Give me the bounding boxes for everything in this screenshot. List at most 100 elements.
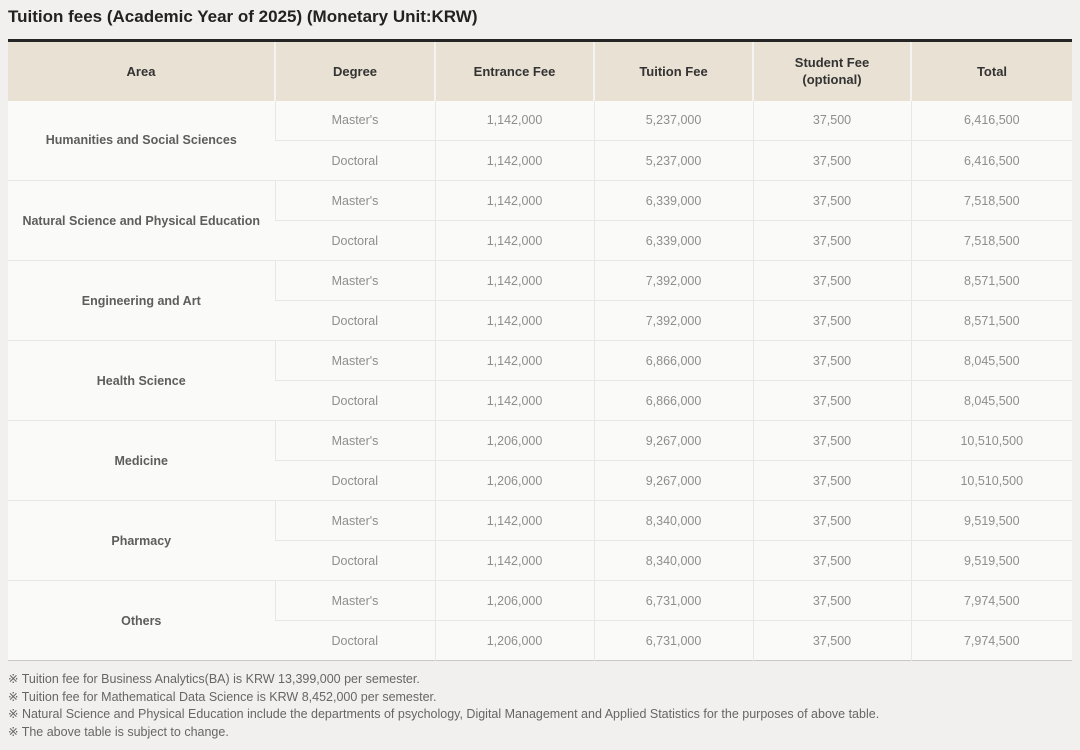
- table-row: Health Science Master's 1,142,000 6,866,000…: [8, 340, 1072, 421]
- entrance-fee-cell: 1,142,000: [434, 180, 594, 221]
- table-row: Natural Science and Physical Education Ma…: [8, 180, 1072, 261]
- degree-cell: Doctoral: [275, 220, 435, 261]
- table-row: Doctoral 1,142,000 6,339,000 37,500 7,518,50…: [8, 220, 1072, 261]
- student-fee-cell: 37,500: [752, 100, 911, 141]
- area-cell: Health Science: [8, 340, 275, 421]
- degree-cell: Doctoral: [275, 460, 435, 501]
- total-cell: 8,045,500: [910, 380, 1072, 421]
- entrance-fee-cell: 1,142,000: [434, 380, 594, 421]
- total-cell: 8,571,500: [910, 300, 1072, 341]
- tuition-fee-cell: 6,339,000: [593, 220, 753, 261]
- tuition-fee-cell: 7,392,000: [593, 300, 753, 341]
- tuition-fee-cell: 5,237,000: [593, 140, 753, 181]
- area-cell: Others: [8, 580, 275, 661]
- degree-cell: Master's: [274, 180, 435, 221]
- tuition-fee-cell: 6,339,000: [593, 180, 753, 221]
- table-body: Humanities and Social Sciences Master's 1,…: [8, 100, 1072, 661]
- student-fee-cell: 37,500: [752, 420, 911, 461]
- degree-cell: Doctoral: [275, 620, 435, 661]
- entrance-fee-cell: 1,206,000: [434, 620, 594, 661]
- column-header-tuition-fee: Tuition Fee: [593, 40, 753, 101]
- degree-cell: Doctoral: [275, 540, 435, 581]
- total-cell: 7,974,500: [910, 620, 1072, 661]
- entrance-fee-cell: 1,142,000: [434, 220, 594, 261]
- total-cell: 9,519,500: [910, 500, 1072, 541]
- tuition-fee-cell: 7,392,000: [593, 260, 753, 301]
- entrance-fee-cell: 1,206,000: [434, 420, 594, 461]
- area-cell: Natural Science and Physical Education: [8, 180, 275, 261]
- student-fee-cell: 37,500: [752, 340, 911, 381]
- tuition-fee-cell: 9,267,000: [593, 420, 753, 461]
- total-cell: 6,416,500: [910, 140, 1072, 181]
- student-fee-cell: 37,500: [752, 260, 911, 301]
- area-cell: Pharmacy: [8, 500, 275, 581]
- entrance-fee-cell: 1,142,000: [434, 540, 594, 581]
- entrance-fee-cell: 1,142,000: [434, 340, 594, 381]
- area-cell: Medicine: [8, 420, 275, 501]
- table-row: Doctoral 1,142,000 5,237,000 37,500 6,416,50…: [8, 140, 1072, 181]
- note-line: ※ Tuition fee for Mathematical Data Scie…: [8, 689, 437, 704]
- header-row: Area Degree Entrance Fee Tuition Fee Stu…: [8, 40, 1072, 101]
- entrance-fee-cell: 1,206,000: [434, 460, 594, 501]
- table-row: Doctoral 1,142,000 6,866,000 37,500 8,045,50…: [8, 380, 1072, 421]
- table-row: Pharmacy Master's 1,142,000 8,340,000 37,500…: [8, 500, 1072, 581]
- table-row: Doctoral 1,142,000 8,340,000 37,500 9,519,50…: [8, 540, 1072, 581]
- entrance-fee-cell: 1,142,000: [434, 300, 594, 341]
- table-row: Doctoral 1,142,000 7,392,000 37,500 8,571,50…: [8, 300, 1072, 341]
- student-fee-cell: 37,500: [752, 180, 911, 221]
- column-header-area: Area: [8, 40, 275, 101]
- note-line: ※ Natural Science and Physical Education…: [8, 707, 880, 721]
- degree-cell: Master's: [274, 260, 435, 301]
- tuition-fee-cell: 8,340,000: [593, 540, 753, 581]
- column-header-entrance-fee: Entrance Fee: [434, 40, 594, 101]
- degree-cell: Doctoral: [275, 300, 435, 341]
- page-title: Tuition fees (Academic Year of 2025) (Mo…: [8, 7, 478, 26]
- entrance-fee-cell: 1,142,000: [434, 100, 594, 141]
- student-fee-cell: 37,500: [752, 380, 911, 421]
- degree-cell: Master's: [274, 500, 435, 541]
- area-cell: Humanities and Social Sciences: [8, 100, 275, 181]
- degree-cell: Master's: [274, 420, 435, 461]
- student-fee-cell: 37,500: [752, 620, 911, 661]
- student-fee-cell: 37,500: [752, 300, 911, 341]
- student-fee-cell: 37,500: [752, 500, 911, 541]
- table-row: Doctoral 1,206,000 6,731,000 37,500 7,974,50…: [8, 620, 1072, 661]
- student-fee-cell: 37,500: [752, 580, 911, 621]
- tuition-fee-cell: 5,237,000: [593, 100, 753, 141]
- total-cell: 8,045,500: [910, 340, 1072, 381]
- total-cell: 9,519,500: [910, 540, 1072, 581]
- tuition-fee-cell: 8,340,000: [593, 500, 753, 541]
- entrance-fee-cell: 1,142,000: [434, 500, 594, 541]
- degree-cell: Doctoral: [275, 380, 435, 421]
- total-cell: 7,974,500: [910, 580, 1072, 621]
- student-fee-cell: 37,500: [752, 540, 911, 581]
- degree-cell: Master's: [274, 100, 435, 141]
- degree-cell: Master's: [274, 340, 435, 381]
- tuition-fee-cell: 6,866,000: [593, 340, 753, 381]
- student-fee-cell: 37,500: [752, 460, 911, 501]
- table-row: Medicine Master's 1,206,000 9,267,000 37,500…: [8, 420, 1072, 501]
- entrance-fee-cell: 1,206,000: [434, 580, 594, 621]
- area-cell: Engineering and Art: [8, 260, 275, 341]
- column-header-degree: Degree: [274, 40, 435, 101]
- degree-cell: Master's: [274, 580, 435, 621]
- notes: ※ Tuition fee for Business Analytics(BA)…: [8, 671, 1072, 741]
- tuition-fee-cell: 6,866,000: [593, 380, 753, 421]
- tuition-fees-table: Area Degree Entrance Fee Tuition Fee Stu…: [8, 39, 1072, 661]
- student-fee-cell: 37,500: [752, 140, 911, 181]
- total-cell: 10,510,500: [910, 420, 1072, 461]
- total-cell: 10,510,500: [910, 460, 1072, 501]
- note-line: ※ Tuition fee for Business Analytics(BA)…: [8, 672, 420, 686]
- tuition-fee-cell: 6,731,000: [593, 620, 753, 661]
- total-cell: 6,416,500: [910, 100, 1072, 141]
- degree-cell: Doctoral: [275, 140, 435, 181]
- note-line: ※ The above table is subject to change.: [8, 724, 229, 739]
- table-row: Engineering and Art Master's 1,142,000 7,39…: [8, 260, 1072, 341]
- table-row: Humanities and Social Sciences Master's 1,…: [8, 100, 1072, 181]
- table-header: Area Degree Entrance Fee Tuition Fee Stu…: [8, 40, 1072, 101]
- column-header-student-fee: Student Fee (optional): [752, 40, 911, 101]
- entrance-fee-cell: 1,142,000: [434, 260, 594, 301]
- total-cell: 7,518,500: [910, 220, 1072, 261]
- table-row: Doctoral 1,206,000 9,267,000 37,500 10,510,5…: [8, 460, 1072, 501]
